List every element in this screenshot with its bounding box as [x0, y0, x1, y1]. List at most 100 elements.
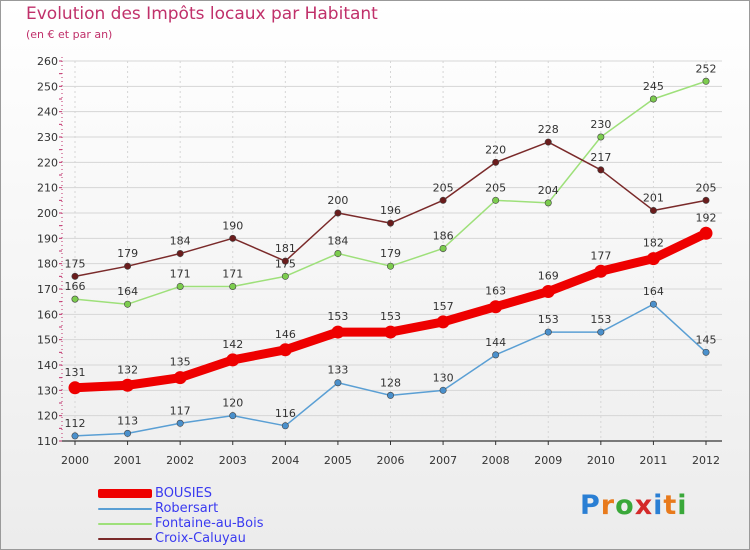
data-point — [597, 328, 605, 336]
y-tick-label: 240 — [37, 106, 58, 119]
logo-letter: i — [677, 490, 688, 521]
data-label: 132 — [117, 363, 138, 376]
data-label: 131 — [65, 366, 86, 379]
data-label: 177 — [590, 249, 611, 262]
data-label: 230 — [590, 118, 611, 131]
data-point — [702, 196, 710, 204]
data-point — [649, 95, 657, 103]
data-label: 217 — [590, 151, 611, 164]
data-label: 201 — [643, 191, 664, 204]
data-point — [229, 234, 237, 242]
data-label: 175 — [65, 257, 86, 270]
data-point — [649, 206, 657, 214]
x-tick-label: 2008 — [482, 454, 510, 467]
y-tick-label: 110 — [37, 435, 58, 448]
data-label: 169 — [538, 270, 559, 283]
data-label: 157 — [433, 300, 454, 313]
data-label: 190 — [222, 219, 243, 232]
logo-letter: o — [615, 490, 635, 521]
y-tick-label: 180 — [37, 258, 58, 271]
x-tick-label: 2003 — [219, 454, 247, 467]
data-label: 179 — [380, 247, 401, 260]
data-label: 113 — [117, 414, 138, 427]
data-label: 192 — [696, 211, 717, 224]
data-point — [71, 272, 79, 280]
y-tick-label: 220 — [37, 156, 58, 169]
legend-swatch — [98, 489, 152, 498]
y-tick-label: 140 — [37, 359, 58, 372]
data-label: 228 — [538, 123, 559, 136]
y-tick-label: 260 — [37, 55, 58, 68]
data-label: 120 — [222, 397, 243, 410]
data-point — [124, 300, 132, 308]
data-point — [436, 315, 450, 329]
data-point — [649, 300, 657, 308]
x-tick-label: 2012 — [692, 454, 720, 467]
data-point — [702, 77, 710, 85]
data-point — [544, 328, 552, 336]
data-point — [334, 209, 342, 217]
data-label: 200 — [327, 194, 348, 207]
data-label: 164 — [643, 285, 664, 298]
data-point — [594, 264, 608, 278]
y-tick-label: 250 — [37, 80, 58, 93]
data-label: 153 — [380, 310, 401, 323]
data-label: 153 — [327, 310, 348, 323]
data-point — [124, 262, 132, 270]
logo-letter: r — [600, 490, 616, 521]
data-point — [439, 386, 447, 394]
data-point — [384, 325, 397, 339]
data-label: 112 — [65, 417, 86, 430]
data-label: 116 — [275, 407, 296, 420]
logo-letter: i — [653, 490, 664, 521]
data-point — [278, 343, 292, 357]
data-label: 204 — [538, 184, 559, 197]
data-point — [646, 252, 660, 266]
data-point — [439, 244, 447, 252]
x-tick-label: 2009 — [534, 454, 562, 467]
y-tick-label: 200 — [37, 207, 58, 220]
data-point — [597, 133, 605, 141]
data-point — [229, 412, 237, 420]
data-label: 153 — [538, 313, 559, 326]
data-point — [281, 257, 289, 265]
data-label: 184 — [327, 235, 348, 248]
x-tick-label: 2001 — [114, 454, 142, 467]
data-point — [386, 262, 394, 270]
x-tick-label: 2000 — [61, 454, 89, 467]
data-label: 205 — [485, 181, 506, 194]
data-point — [229, 282, 237, 290]
data-point — [492, 351, 500, 359]
data-point — [176, 282, 184, 290]
data-label: 252 — [696, 62, 717, 75]
data-label: 181 — [275, 242, 296, 255]
data-label: 117 — [170, 404, 191, 417]
data-point — [334, 379, 342, 387]
x-tick-label: 2004 — [271, 454, 299, 467]
data-label: 142 — [222, 338, 243, 351]
data-label: 135 — [170, 356, 191, 369]
y-tick-label: 230 — [37, 131, 58, 144]
data-point — [71, 432, 79, 440]
y-tick-label: 120 — [37, 410, 58, 423]
data-label: 220 — [485, 143, 506, 156]
data-label: 164 — [117, 285, 138, 298]
data-point — [492, 196, 500, 204]
data-point — [439, 196, 447, 204]
data-point — [541, 285, 555, 299]
x-tick-label: 2002 — [166, 454, 194, 467]
x-tick-label: 2010 — [587, 454, 615, 467]
data-label: 182 — [643, 237, 664, 250]
data-point — [544, 199, 552, 207]
data-label: 130 — [433, 371, 454, 384]
data-point — [699, 226, 713, 240]
x-tick-label: 2007 — [429, 454, 457, 467]
legend-swatch — [98, 538, 152, 540]
data-label: 171 — [170, 267, 191, 280]
data-point — [176, 419, 184, 427]
data-label: 205 — [696, 181, 717, 194]
data-label: 186 — [433, 229, 454, 242]
data-point — [121, 378, 135, 392]
data-point — [124, 429, 132, 437]
data-point — [386, 391, 394, 399]
